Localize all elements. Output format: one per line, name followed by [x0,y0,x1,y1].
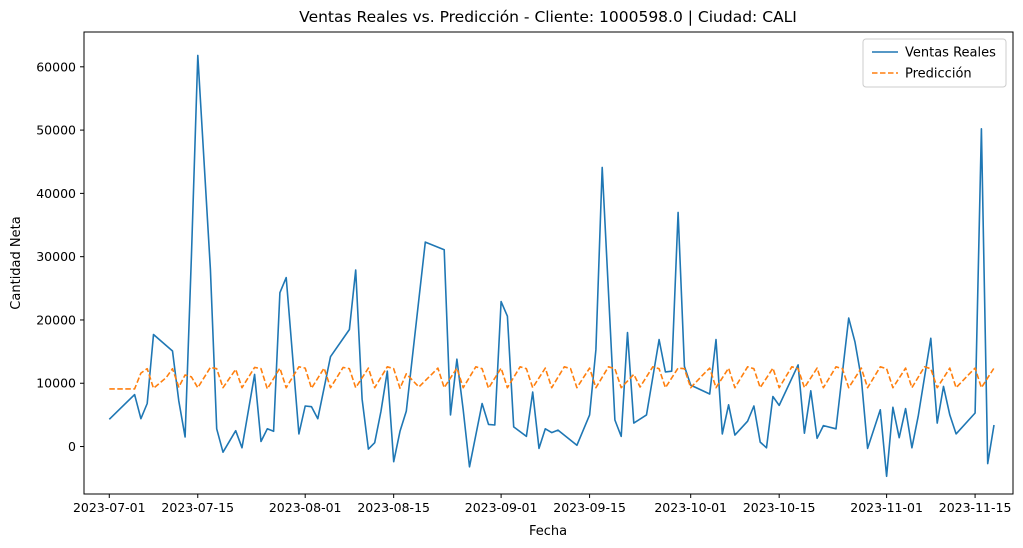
legend-label: Ventas Reales [905,46,996,61]
y-tick-label: 30000 [36,249,76,264]
legend-label: Predicción [905,67,972,82]
x-tick-label: 2023-07-01 [73,500,146,515]
plot-area [108,54,995,478]
x-tick-label: 2023-11-01 [850,500,923,515]
axes-frame [83,31,1014,495]
legend-box [862,38,1007,88]
legend: Ventas Reales Predicción [862,38,1007,88]
x-tick-label: 2023-09-01 [465,500,538,515]
x-tick-label: 2023-07-15 [161,500,234,515]
y-tick-label: 20000 [36,312,76,327]
y-tick-label: 60000 [36,59,76,74]
series-line-prediccion [109,365,995,390]
y-tick-label: 10000 [36,376,76,391]
y-tick-label: 40000 [36,186,76,201]
x-tick-label: 2023-09-15 [553,500,626,515]
x-tick-label: 2023-08-01 [269,500,342,515]
x-tick-label: 2023-11-15 [939,500,1012,515]
x-axis-label: Fecha [529,524,567,539]
x-tick-label: 2023-08-15 [357,500,430,515]
y-axis: 0 10000 20000 30000 40000 50000 60000 [36,59,84,454]
y-axis-label: Cantidad Neta [9,216,24,309]
chart-title: Ventas Reales vs. Predicción - Cliente: … [299,8,797,26]
series-line-ventas-reales [108,54,995,478]
x-tick-label: 2023-10-15 [743,500,816,515]
x-tick-label: 2023-10-01 [654,500,727,515]
y-tick-label: 0 [68,439,76,454]
y-tick-label: 50000 [36,123,76,138]
x-axis: 2023-07-01 2023-07-15 2023-08-01 2023-08-15… [73,494,1011,515]
